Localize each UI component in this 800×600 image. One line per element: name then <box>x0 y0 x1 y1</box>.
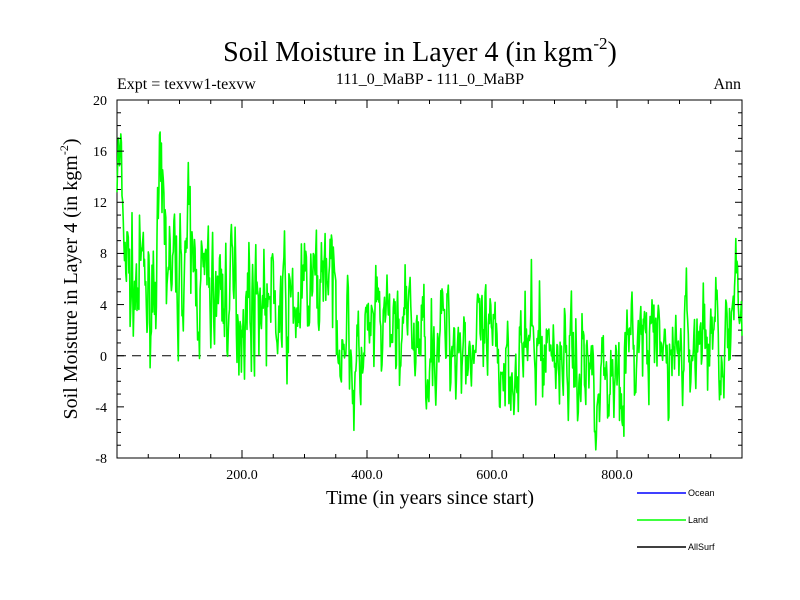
x-axis-label: Time (in years since start) <box>326 487 534 509</box>
y-tick-label: 0 <box>100 350 107 365</box>
ticks-group <box>117 99 742 459</box>
y-axis-label-close: ) <box>60 138 82 145</box>
y-axis-label: Soil Moisture in Layer 4 (in kgm-2) <box>57 138 82 419</box>
legend-label-land: Land <box>688 515 708 525</box>
x-tick-label: 600.0 <box>476 468 508 483</box>
y-tick-label: 8 <box>100 247 107 262</box>
y-tick-labels: -8 -4 0 4 8 12 16 20 <box>93 94 107 467</box>
x-tick-label: 800.0 <box>601 468 633 483</box>
x-tick-label: 200.0 <box>226 468 258 483</box>
y-tick-label: -4 <box>95 401 107 416</box>
x-tick-label: 400.0 <box>351 468 383 483</box>
y-tick-label: 16 <box>93 145 107 160</box>
subtitle-left: Expt = texvw1-texvw <box>117 76 256 93</box>
chart-title-main: Soil Moisture in Layer 4 (in kgm <box>223 37 593 68</box>
y-axis-label-sup: -2 <box>57 145 71 155</box>
y-tick-label: 4 <box>100 299 107 314</box>
legend: Ocean Land AllSurf <box>637 488 715 552</box>
x-tick-labels: 200.0 400.0 600.0 800.0 <box>226 468 633 483</box>
y-tick-label: 20 <box>93 94 107 109</box>
y-tick-label: -8 <box>95 452 107 467</box>
legend-label-allsurf: AllSurf <box>688 542 715 552</box>
chart-title-sup: -2 <box>593 34 607 53</box>
subtitle-right: Ann <box>713 76 741 93</box>
legend-label-ocean: Ocean <box>688 488 715 498</box>
chart-title: Soil Moisture in Layer 4 (in kgm-2) <box>223 34 617 68</box>
chart-title-close: ) <box>608 37 617 68</box>
series-line-land <box>116 131 743 451</box>
y-tick-label: 12 <box>93 196 107 211</box>
y-axis-label-main: Soil Moisture in Layer 4 (in kgm <box>60 155 82 420</box>
subtitle-center: 111_0_MaBP - 111_0_MaBP <box>336 71 524 88</box>
